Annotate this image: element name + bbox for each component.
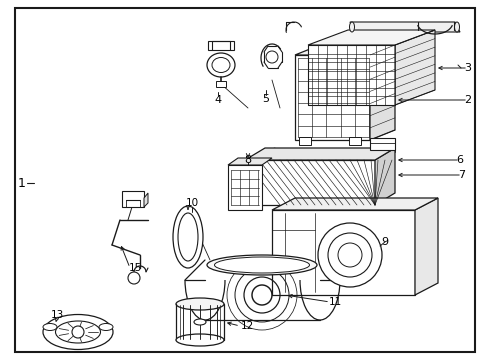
- Polygon shape: [143, 193, 148, 207]
- Ellipse shape: [43, 315, 113, 350]
- Text: 4: 4: [214, 95, 221, 105]
- Text: 5: 5: [262, 94, 269, 104]
- Ellipse shape: [43, 324, 57, 330]
- Polygon shape: [349, 22, 459, 32]
- Bar: [348, 137, 360, 145]
- Circle shape: [265, 51, 278, 63]
- Polygon shape: [307, 45, 394, 105]
- Polygon shape: [307, 30, 434, 45]
- Circle shape: [72, 326, 84, 338]
- Text: 6: 6: [456, 155, 463, 165]
- Ellipse shape: [176, 334, 224, 346]
- Ellipse shape: [178, 213, 198, 261]
- Text: 9: 9: [381, 237, 388, 247]
- Text: 2: 2: [464, 95, 470, 105]
- Text: 1: 1: [18, 176, 26, 189]
- Ellipse shape: [453, 22, 459, 32]
- Bar: [216, 81, 225, 87]
- Ellipse shape: [55, 321, 101, 343]
- Polygon shape: [271, 210, 414, 295]
- Text: 13: 13: [50, 310, 63, 320]
- Polygon shape: [227, 165, 262, 210]
- Polygon shape: [227, 158, 271, 165]
- Ellipse shape: [173, 206, 203, 268]
- Text: 14: 14: [125, 191, 138, 201]
- Text: 3: 3: [464, 63, 470, 73]
- Text: 7: 7: [458, 170, 465, 180]
- Ellipse shape: [206, 255, 316, 275]
- Ellipse shape: [99, 324, 113, 330]
- Polygon shape: [294, 55, 369, 140]
- Polygon shape: [414, 198, 437, 295]
- Bar: [207, 41, 234, 50]
- Polygon shape: [394, 30, 434, 105]
- Bar: [369, 138, 394, 150]
- Polygon shape: [271, 198, 437, 210]
- Polygon shape: [374, 148, 394, 205]
- Text: 8: 8: [244, 155, 251, 165]
- Text: 11: 11: [328, 297, 341, 307]
- Ellipse shape: [176, 298, 224, 310]
- Bar: [298, 137, 310, 145]
- Circle shape: [327, 233, 371, 277]
- Ellipse shape: [194, 319, 205, 325]
- Circle shape: [128, 272, 140, 284]
- Text: 10: 10: [185, 198, 198, 208]
- Ellipse shape: [214, 257, 309, 273]
- Ellipse shape: [206, 53, 235, 77]
- Polygon shape: [244, 160, 374, 205]
- Text: 15: 15: [128, 263, 142, 273]
- Circle shape: [317, 223, 381, 287]
- Polygon shape: [244, 148, 394, 160]
- Polygon shape: [369, 45, 394, 140]
- Text: 12: 12: [240, 321, 253, 331]
- Bar: [122, 191, 143, 207]
- Ellipse shape: [212, 58, 229, 72]
- Polygon shape: [294, 45, 394, 55]
- Circle shape: [337, 243, 361, 267]
- Ellipse shape: [349, 22, 354, 32]
